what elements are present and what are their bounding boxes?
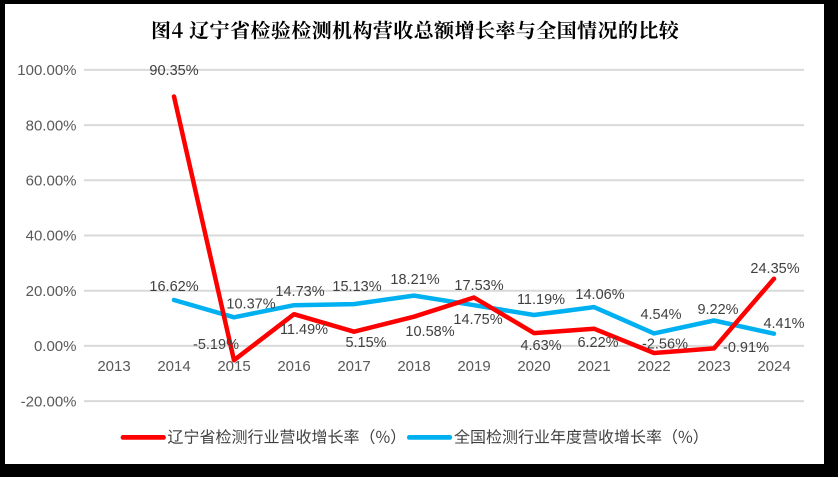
- svg-text:14.73%: 14.73%: [275, 284, 324, 300]
- svg-text:2022: 2022: [637, 358, 670, 375]
- svg-text:14.75%: 14.75%: [453, 312, 502, 328]
- svg-text:2015: 2015: [217, 358, 250, 375]
- svg-text:100.00%: 100.00%: [17, 62, 76, 79]
- svg-text:15.13%: 15.13%: [332, 279, 381, 295]
- svg-text:10.58%: 10.58%: [405, 324, 454, 340]
- svg-text:16.62%: 16.62%: [149, 279, 198, 295]
- svg-text:40.00%: 40.00%: [26, 228, 77, 245]
- svg-text:-20.00%: -20.00%: [21, 393, 77, 410]
- svg-text:4.54%: 4.54%: [640, 307, 681, 323]
- svg-text:2014: 2014: [157, 358, 190, 375]
- svg-text:2019: 2019: [457, 358, 490, 375]
- svg-text:18.21%: 18.21%: [390, 272, 439, 288]
- svg-text:2024: 2024: [757, 358, 790, 375]
- svg-text:2013: 2013: [97, 358, 130, 375]
- svg-text:60.00%: 60.00%: [26, 173, 77, 190]
- svg-text:-0.91%: -0.91%: [723, 340, 769, 356]
- svg-text:20.00%: 20.00%: [26, 283, 77, 300]
- svg-text:5.15%: 5.15%: [345, 335, 386, 351]
- svg-text:-2.56%: -2.56%: [642, 337, 688, 353]
- svg-text:2021: 2021: [577, 358, 610, 375]
- svg-text:2020: 2020: [517, 358, 550, 375]
- svg-text:-5.19%: -5.19%: [193, 337, 239, 353]
- svg-text:14.06%: 14.06%: [575, 287, 624, 303]
- svg-text:2017: 2017: [337, 358, 370, 375]
- svg-text:2018: 2018: [397, 358, 430, 375]
- svg-text:11.49%: 11.49%: [280, 322, 328, 338]
- svg-text:2016: 2016: [277, 358, 310, 375]
- svg-text:2023: 2023: [697, 358, 730, 375]
- svg-text:24.35%: 24.35%: [750, 261, 799, 277]
- svg-text:6.22%: 6.22%: [577, 335, 618, 351]
- svg-text:4.63%: 4.63%: [520, 338, 561, 354]
- svg-text:4.41%: 4.41%: [763, 316, 804, 332]
- svg-text:9.22%: 9.22%: [697, 302, 738, 318]
- svg-text:90.35%: 90.35%: [149, 63, 198, 79]
- svg-text:11.19%: 11.19%: [517, 292, 565, 308]
- svg-text:17.53%: 17.53%: [454, 278, 503, 294]
- svg-text:0.00%: 0.00%: [34, 338, 77, 355]
- svg-text:10.37%: 10.37%: [226, 297, 275, 313]
- svg-text:80.00%: 80.00%: [26, 117, 77, 134]
